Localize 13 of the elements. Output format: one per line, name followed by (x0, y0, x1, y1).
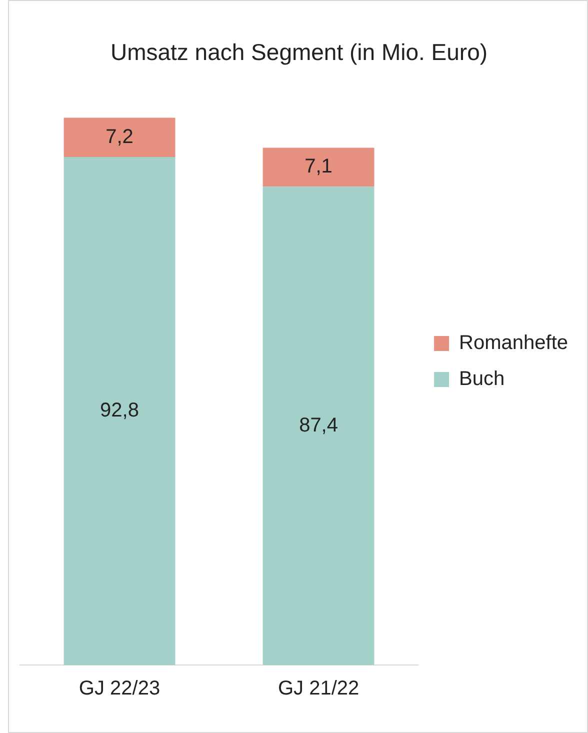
bar (262, 148, 374, 187)
x-tick-label: GJ 22/23 (78, 678, 160, 700)
bar (64, 118, 176, 158)
legend-label: Romanhefte (459, 332, 568, 354)
chart-title: Umsatz nach Segment (in Mio. Euro) (110, 39, 488, 66)
x-tick-label: GJ 21/22 (278, 678, 360, 700)
legend-label: Buch (459, 368, 505, 390)
bar (262, 186, 374, 665)
data-label: 92,8 (100, 400, 139, 422)
data-label: 7,1 (304, 156, 332, 178)
bar (64, 157, 176, 665)
data-label: 87,4 (299, 414, 338, 436)
data-label: 7,2 (106, 126, 134, 148)
